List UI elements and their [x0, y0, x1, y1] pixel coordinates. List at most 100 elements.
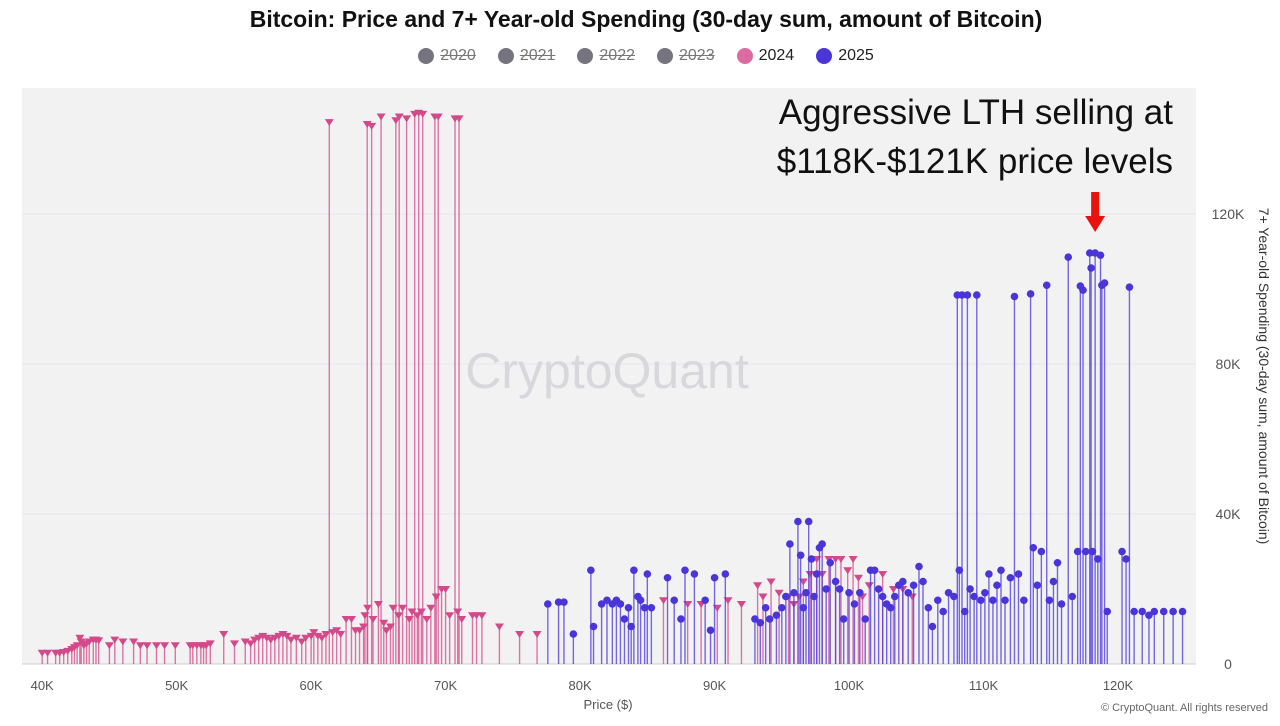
point-2024 [301, 634, 311, 642]
point-2025 [790, 588, 798, 597]
point-2025 [807, 555, 816, 563]
point-2024 [229, 640, 239, 648]
legend-item-2024[interactable]: 2024 [736, 47, 794, 65]
point-2024 [805, 571, 815, 578]
point-2025 [915, 562, 923, 571]
point-2024 [794, 593, 804, 601]
point-2024 [170, 642, 180, 650]
point-2025 [890, 592, 899, 601]
point-2024 [282, 632, 292, 640]
legend-label: 2020 [440, 47, 476, 64]
point-2025 [1045, 596, 1054, 605]
y-tick-label: 0 [1224, 656, 1232, 672]
point-2025 [958, 291, 966, 299]
point-2025 [981, 588, 989, 597]
point-2025 [939, 607, 947, 616]
x-tick-label: 40K [31, 678, 54, 693]
point-2025 [616, 600, 625, 608]
point-2025 [1088, 547, 1097, 556]
point-2025 [810, 592, 818, 601]
x-tick-label: 110K [969, 678, 999, 693]
point-2025 [831, 577, 840, 586]
legend: 2020 2021 2022 2023 2024 2025 [0, 47, 1280, 65]
point-2025 [899, 577, 907, 586]
point-2025 [928, 622, 937, 631]
point-2025 [636, 596, 645, 605]
x-tick-label: 50K [165, 678, 188, 693]
point-2024 [291, 634, 301, 642]
legend-item-2020[interactable]: 2020 [418, 47, 476, 65]
point-2024 [309, 629, 319, 637]
y-tick-label: 80K [1216, 356, 1242, 372]
point-2024 [774, 589, 784, 597]
point-2025 [544, 600, 552, 608]
point-2025 [1049, 577, 1058, 586]
point-2025 [1010, 292, 1019, 301]
watermark: CryptoQuant [465, 343, 749, 399]
point-2024 [135, 642, 145, 650]
point-2025 [663, 573, 672, 582]
point-2024 [878, 571, 888, 578]
point-2024 [160, 642, 170, 650]
point-2025 [603, 596, 611, 605]
point-2025 [589, 622, 598, 631]
x-tick-label: 80K [569, 678, 592, 693]
point-2025 [560, 598, 568, 606]
legend-item-2023[interactable]: 2023 [657, 47, 715, 65]
point-2024 [205, 640, 215, 648]
y-axis-title: 7+ Year-old Spending (30-day sum, amount… [1256, 208, 1272, 545]
x-axis-title: Price ($) [583, 697, 632, 712]
point-2025 [1020, 596, 1028, 605]
point-2024 [151, 642, 161, 650]
point-2025 [554, 598, 563, 606]
point-2024 [836, 556, 846, 563]
point-2024 [368, 616, 378, 623]
point-2024 [324, 119, 334, 127]
point-2024 [129, 638, 139, 646]
x-tick-label: 120K [1103, 678, 1134, 693]
point-2025 [765, 615, 774, 623]
point-2025 [993, 581, 1001, 590]
legend-label: 2022 [599, 47, 635, 64]
point-2024 [412, 612, 422, 620]
point-2025 [1150, 607, 1159, 616]
legend-item-2022[interactable]: 2022 [577, 47, 635, 65]
point-2025 [1096, 251, 1105, 260]
legend-item-2025[interactable]: 2025 [816, 47, 874, 65]
legend-item-2021[interactable]: 2021 [497, 47, 555, 65]
point-2025 [640, 603, 649, 612]
point-2024 [376, 113, 386, 121]
point-2024 [445, 612, 455, 620]
point-2024 [422, 616, 432, 623]
point-2024 [864, 582, 874, 590]
point-2025 [870, 566, 879, 575]
point-2025 [970, 592, 978, 601]
point-2025 [794, 517, 802, 526]
point-2024 [843, 567, 853, 575]
point-2025 [1006, 573, 1015, 582]
point-2025 [1042, 281, 1051, 290]
point-2025 [1130, 607, 1138, 616]
point-2025 [950, 592, 958, 601]
point-2025 [761, 603, 770, 612]
x-tick-label: 70K [434, 678, 457, 693]
point-2025 [826, 558, 835, 567]
point-2025 [1138, 607, 1147, 616]
point-2024 [278, 631, 288, 638]
point-2025 [1094, 555, 1102, 563]
point-2025 [756, 618, 765, 627]
point-2025 [1029, 543, 1038, 552]
point-2024 [441, 586, 451, 593]
legend-marker [418, 48, 435, 64]
legend-marker [577, 48, 594, 64]
point-2025 [1118, 547, 1126, 556]
point-2025 [1125, 283, 1134, 291]
point-2024 [416, 608, 426, 616]
point-2025 [701, 596, 709, 605]
point-2024 [313, 632, 323, 640]
legend-marker [497, 48, 514, 64]
point-2025 [839, 615, 848, 623]
point-2025 [977, 596, 985, 605]
y-tick-label: 40K [1216, 506, 1242, 522]
point-2025 [960, 607, 969, 616]
